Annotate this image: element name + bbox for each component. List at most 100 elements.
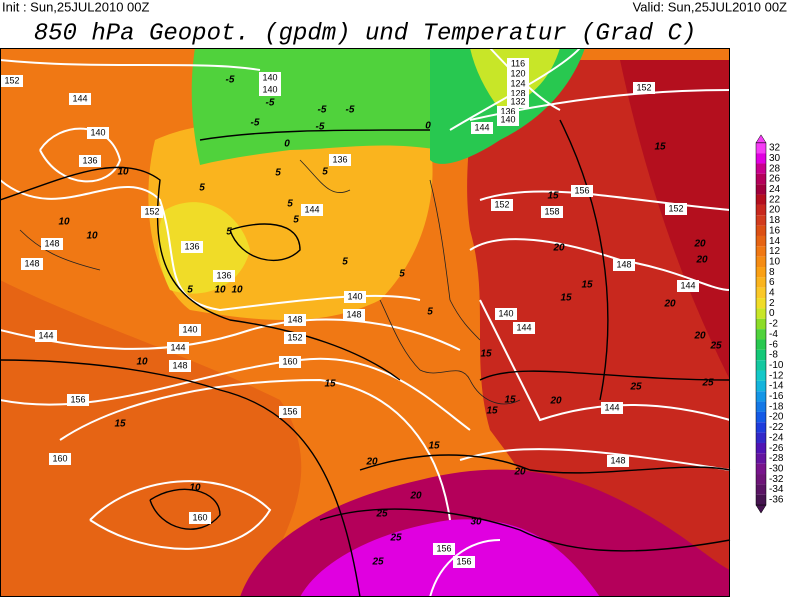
temperature-value: 25 — [701, 378, 714, 389]
geopotential-value: 152 — [494, 199, 509, 209]
colorbar-label: -16 — [769, 391, 784, 402]
geopotential-value: 148 — [346, 309, 361, 319]
label-box — [301, 204, 323, 216]
init-time: Init : Sun,25JUL2010 00Z — [2, 0, 149, 14]
temperature-value: 20 — [513, 467, 526, 478]
colorbar-swatch — [756, 256, 766, 268]
geopotential-value: 136 — [184, 241, 199, 251]
label-box — [181, 241, 203, 253]
geopotential-label: 160 — [49, 453, 71, 465]
colorbar-label: -30 — [769, 463, 784, 474]
colorbar-swatch — [756, 194, 766, 205]
colorbar-swatch — [756, 173, 766, 185]
geopotential-value: 144 — [170, 342, 185, 352]
temperature-value: 10 — [117, 167, 129, 178]
geopotential-value: 160 — [192, 512, 207, 522]
field-cold-west — [191, 48, 440, 165]
geopotential-value: 152 — [668, 203, 683, 213]
colorbar-label: -26 — [769, 443, 784, 454]
label-box — [41, 238, 63, 250]
temperature-value: 10 — [231, 285, 243, 296]
geopotential-label: 148 — [21, 258, 43, 270]
geopotential-label: 152 — [665, 203, 687, 215]
geopotential-label: 140 — [344, 291, 366, 303]
geopotential-value: 152 — [144, 206, 159, 216]
label-box — [79, 155, 101, 167]
label-box — [665, 203, 687, 215]
geopotential-value: 144 — [304, 204, 319, 214]
geopotential-label: 136 — [181, 241, 203, 253]
colorbar-label: -32 — [769, 474, 784, 485]
geopotential-value: 124 — [510, 78, 525, 88]
colorbar-label: 4 — [769, 288, 775, 299]
geopotential-value: 144 — [38, 330, 53, 340]
colorbar-swatch — [756, 484, 766, 495]
label-box — [453, 556, 475, 568]
colorbar-label: 14 — [769, 236, 781, 247]
temperature-value: 0 — [425, 121, 431, 132]
colorbar-label: 12 — [769, 246, 781, 257]
geopotential-label: 144 — [301, 204, 323, 216]
temperature-value: 15 — [504, 395, 516, 406]
temperature-value: 5 — [342, 257, 348, 268]
label-box — [179, 324, 201, 336]
temperature-value: 30 — [470, 517, 482, 528]
temperature-value: 15 — [114, 419, 126, 430]
geopotential-value: 140 — [262, 72, 277, 82]
geopotential-value: 144 — [474, 122, 489, 132]
geopotential-value: 140 — [500, 114, 515, 124]
temperature-value: 20 — [695, 255, 708, 266]
geopotential-value: 120 — [510, 68, 525, 78]
colorbar-swatch — [756, 225, 766, 236]
geopotential-value: 148 — [610, 455, 625, 465]
field-west — [0, 280, 302, 597]
colorbar-swatch — [756, 235, 766, 247]
geopotential-value: 144 — [680, 280, 695, 290]
colorbar-swatch — [756, 370, 766, 381]
geopotential-value: 140 — [90, 127, 105, 137]
label-box — [329, 154, 351, 166]
geopotential-value: 160 — [282, 356, 297, 366]
geopotential-value: 156 — [282, 406, 297, 416]
colorbar-label: -20 — [769, 412, 784, 423]
colorbar-swatch — [756, 401, 766, 412]
geopotential-value: 140 — [347, 291, 362, 301]
label-box — [571, 185, 593, 197]
geopotential-label: 148 — [41, 238, 63, 250]
geopotential-label: 152 — [141, 206, 163, 218]
colorbar-arrow-bottom — [755, 504, 767, 514]
geopotential-value: 136 — [500, 106, 515, 116]
geopotential-value: 148 — [287, 314, 302, 324]
label-box — [507, 96, 529, 108]
geopotential-label: 140 — [259, 72, 281, 84]
geopotential-label: 148 — [169, 360, 191, 372]
colorbar-label: 22 — [769, 194, 781, 205]
temperature-value: 15 — [547, 191, 559, 202]
label-box — [433, 543, 455, 555]
geopotential-value: 140 — [498, 308, 513, 318]
geopotential-value: 144 — [72, 93, 87, 103]
coastlines — [19, 159, 521, 405]
geopotential-label: 160 — [189, 512, 211, 524]
geopotential-value: 156 — [436, 543, 451, 553]
colorbar-label: 28 — [769, 163, 781, 174]
colorbar-swatch — [756, 287, 766, 299]
temperature-value: 10 — [136, 357, 148, 368]
geopotential-label: 152 — [284, 332, 306, 344]
geopotential-label: 160 — [279, 356, 301, 368]
label-box — [141, 206, 163, 218]
geopotential-label: 144 — [471, 122, 493, 134]
colorbar-label: -6 — [769, 339, 778, 350]
geopotential-contours — [0, 47, 731, 598]
geopotential-label: 144 — [601, 402, 623, 414]
colorbar-label: 32 — [769, 143, 781, 154]
geopotential-value: 156 — [70, 394, 85, 404]
colorbar-label: -2 — [769, 319, 778, 330]
colorbar-swatch — [756, 411, 766, 423]
colorbar-arrow-top — [755, 134, 767, 144]
geopotential-label: 132 — [507, 96, 529, 108]
temperature-value: 0 — [284, 139, 290, 150]
geopotential-label: 120 — [507, 68, 529, 80]
colorbar-label: -10 — [769, 360, 784, 371]
label-box — [677, 280, 699, 292]
